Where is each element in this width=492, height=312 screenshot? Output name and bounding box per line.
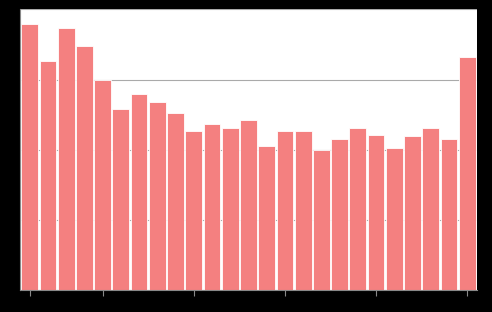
Bar (313, 150, 330, 290)
Bar (222, 128, 239, 290)
Bar (459, 57, 476, 290)
Bar (204, 124, 220, 290)
Bar (441, 139, 458, 290)
Bar (422, 128, 439, 290)
Bar (167, 113, 184, 290)
Bar (21, 24, 38, 290)
Bar (94, 80, 111, 290)
Bar (295, 131, 311, 290)
Bar (349, 128, 366, 290)
Bar (277, 131, 293, 290)
Bar (368, 135, 384, 290)
Bar (404, 136, 421, 290)
Bar (185, 131, 202, 290)
Bar (149, 102, 166, 290)
Bar (58, 28, 75, 290)
Bar (386, 148, 402, 290)
Bar (131, 94, 148, 290)
Bar (331, 139, 348, 290)
Bar (113, 109, 129, 290)
Bar (39, 61, 56, 290)
Bar (240, 120, 257, 290)
Bar (76, 46, 93, 290)
Bar (258, 146, 275, 290)
